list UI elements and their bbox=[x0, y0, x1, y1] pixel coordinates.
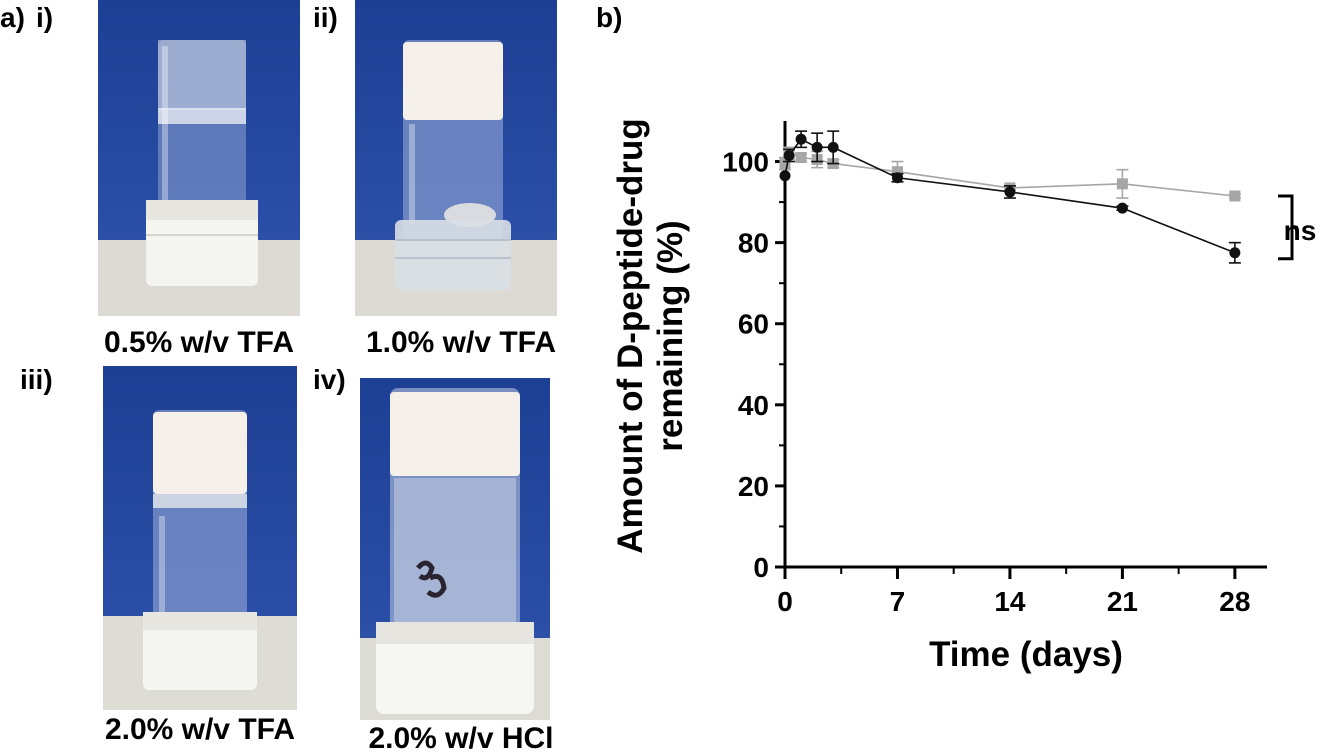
series-2-point-7 bbox=[1116, 178, 1128, 190]
y-axis-label-line1: Amount of D-peptide-drug bbox=[611, 118, 650, 553]
series-1-point-7 bbox=[1116, 202, 1128, 214]
series-1-point-3 bbox=[811, 141, 823, 153]
y-tick-label-80: 80 bbox=[738, 228, 769, 259]
y-tick-label-40: 40 bbox=[738, 390, 769, 421]
photo-caption-iii: 2.0% w/v TFA bbox=[104, 713, 296, 746]
y-tick-label-0: 0 bbox=[753, 552, 769, 583]
vial-photo-i bbox=[98, 0, 300, 316]
series-1-point-8 bbox=[1229, 247, 1241, 259]
photo-label-iii: iii) bbox=[20, 364, 53, 395]
series-2-point-0 bbox=[779, 158, 791, 170]
series-1-point-1 bbox=[783, 149, 795, 161]
photo-label-iv: iv) bbox=[313, 364, 346, 395]
y-axis-label-line2: remaining (%) bbox=[651, 220, 690, 451]
significance-label: ns bbox=[1284, 215, 1317, 246]
series-1-point-0 bbox=[779, 170, 791, 182]
series-2-point-5 bbox=[891, 166, 903, 178]
x-tick-label-28: 28 bbox=[1219, 586, 1250, 617]
x-tick-label-0: 0 bbox=[777, 586, 793, 617]
series-1-point-6 bbox=[1004, 186, 1016, 198]
vial-photo-iii bbox=[103, 366, 297, 710]
series-1-point-5 bbox=[891, 172, 903, 184]
vial-photo-iv bbox=[360, 378, 550, 720]
photo-caption-ii: 1.0% w/v TFA bbox=[365, 326, 557, 359]
vial-photo-ii bbox=[355, 0, 557, 316]
x-tick-label-21: 21 bbox=[1107, 586, 1138, 617]
series-1-point-2 bbox=[795, 133, 807, 145]
y-tick-label-20: 20 bbox=[738, 471, 769, 502]
series-1-point-4 bbox=[827, 141, 839, 153]
series-2-point-8 bbox=[1229, 190, 1241, 202]
x-axis-label: Time (days) bbox=[929, 635, 1123, 674]
significance-bracket bbox=[1278, 194, 1298, 261]
series-2-point-2 bbox=[795, 151, 807, 163]
stability-line-chart: Amount of D-peptide-drug remaining (%) T… bbox=[611, 118, 1317, 674]
y-tick-label-60: 60 bbox=[738, 309, 769, 340]
photo-caption-i: 0.5% w/v TFA bbox=[103, 326, 295, 359]
panel-a-label: a) bbox=[0, 2, 25, 33]
photo-label-i: i) bbox=[36, 2, 54, 33]
panel-b-label: b) bbox=[596, 2, 623, 33]
photo-caption-iv: 2.0% w/v HCl bbox=[368, 722, 554, 755]
x-tick-label-7: 7 bbox=[890, 586, 906, 617]
x-tick-label-14: 14 bbox=[994, 586, 1026, 617]
y-tick-label-100: 100 bbox=[722, 147, 769, 178]
photo-label-ii: ii) bbox=[313, 2, 338, 33]
